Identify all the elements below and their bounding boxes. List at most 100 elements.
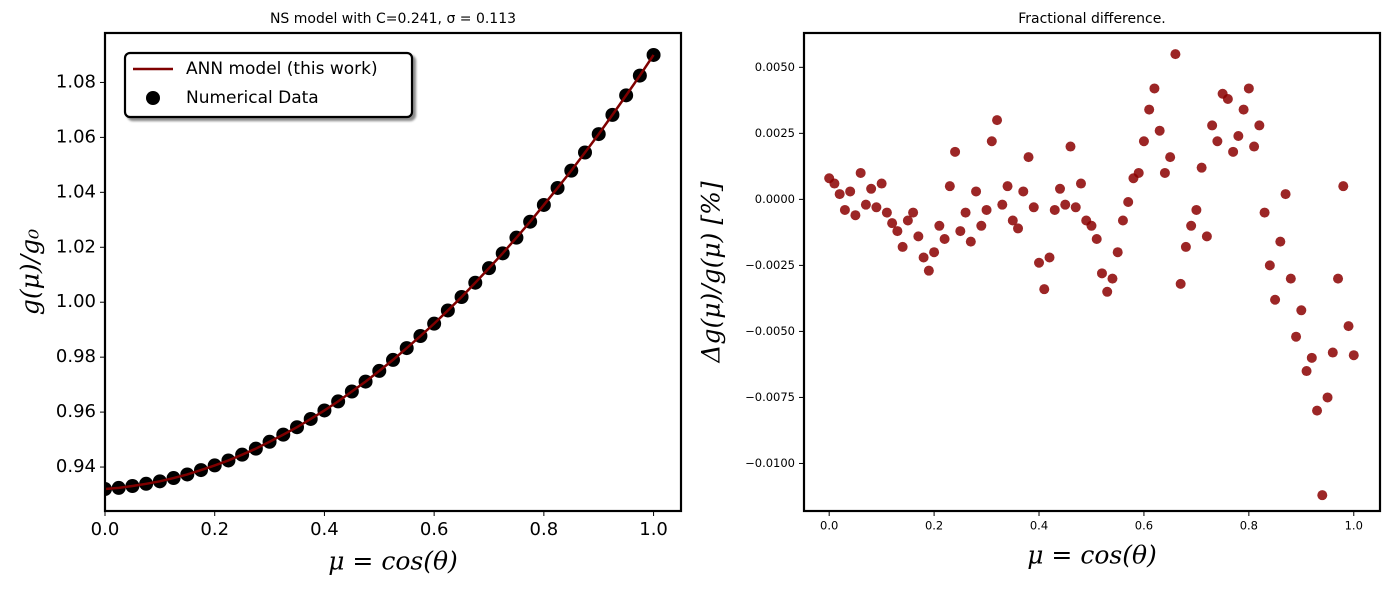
point [1186,220,1197,231]
point [1133,167,1144,178]
point [1112,247,1123,258]
x-tick-label: 0.6 [1135,518,1153,532]
point [1207,120,1218,131]
point [1034,257,1045,268]
point [834,189,845,200]
point [850,210,861,221]
point [1013,223,1024,234]
y-tick-label: 0.96 [56,401,96,422]
point [839,204,850,215]
y-axis-label: Δg(μ)/g(μ) [%] [697,181,726,363]
point [1159,167,1170,178]
point [908,207,919,218]
y-tick-label: 1.00 [56,291,96,312]
point [1091,233,1102,244]
point [1138,136,1149,147]
point [1285,273,1296,284]
point [1348,350,1359,361]
point [1065,141,1076,152]
y-tick-label: 0.0000 [755,192,795,206]
point [1086,220,1097,231]
point [1049,204,1060,215]
point [965,236,976,247]
point [871,202,882,213]
point [992,115,1003,126]
point [1175,278,1186,289]
point [1228,146,1239,157]
axes-frame [802,31,1382,513]
point [1028,202,1039,213]
plot-area [105,47,661,497]
point [881,207,892,218]
point [1296,305,1307,316]
point [1306,352,1317,363]
point [918,252,929,263]
point [1280,189,1291,200]
legend-box [123,51,414,119]
point [1301,366,1312,377]
point [1180,241,1191,252]
point [1222,94,1233,105]
point [902,215,913,226]
x-tick-label: 0.8 [530,519,559,540]
point [1333,273,1344,284]
point [939,233,950,244]
point [1249,141,1260,152]
point [1196,162,1207,173]
point [1060,199,1071,210]
x-tick-label: 0.8 [1240,518,1258,532]
point [1007,215,1018,226]
legend-marker [146,91,160,105]
point [997,199,1008,210]
point [1123,197,1134,208]
point [960,207,971,218]
x-tick-label: 0.4 [310,519,339,540]
point [1233,130,1244,141]
point [986,136,997,147]
point [1096,268,1107,279]
point [981,204,992,215]
legend-label: Numerical Data [186,88,319,108]
point [1107,273,1118,284]
point [866,183,877,194]
y-tick-label: −0.0100 [745,456,795,470]
point [887,218,898,229]
point [1165,152,1176,163]
point [897,241,908,252]
point [934,220,945,231]
x-tick-label: 0.2 [925,518,943,532]
chart-title: NS model with C=0.241, σ = 0.113 [270,11,516,27]
point [1327,347,1338,358]
y-tick-label: 0.94 [56,456,96,477]
point [1238,104,1249,115]
x-axis-label: μ = cos(θ) [328,547,458,576]
point [1191,204,1202,215]
y-tick-label: 0.0050 [755,60,795,74]
x-tick-label: 0.0 [91,519,120,540]
x-tick-label: 0.2 [200,519,229,540]
point [1002,181,1013,192]
point [913,231,924,242]
y-axis-label: g(μ)/g₀ [16,229,45,315]
point [955,226,966,237]
point [1259,207,1270,218]
plot-area [824,49,1359,501]
point [929,247,940,258]
point [855,167,866,178]
point [1275,236,1286,247]
point [1312,405,1323,416]
legend-label: ANN model (this work) [186,59,378,79]
point [1144,104,1155,115]
point [971,186,982,197]
x-tick-label: 1.0 [639,519,668,540]
y-tick-label: −0.0075 [745,390,795,404]
point [950,146,961,157]
x-tick-label: 0.4 [1030,518,1048,532]
point [876,178,887,189]
point [829,178,840,189]
point [976,220,987,231]
point [1212,136,1223,147]
point [1291,331,1302,342]
point [1044,252,1055,263]
